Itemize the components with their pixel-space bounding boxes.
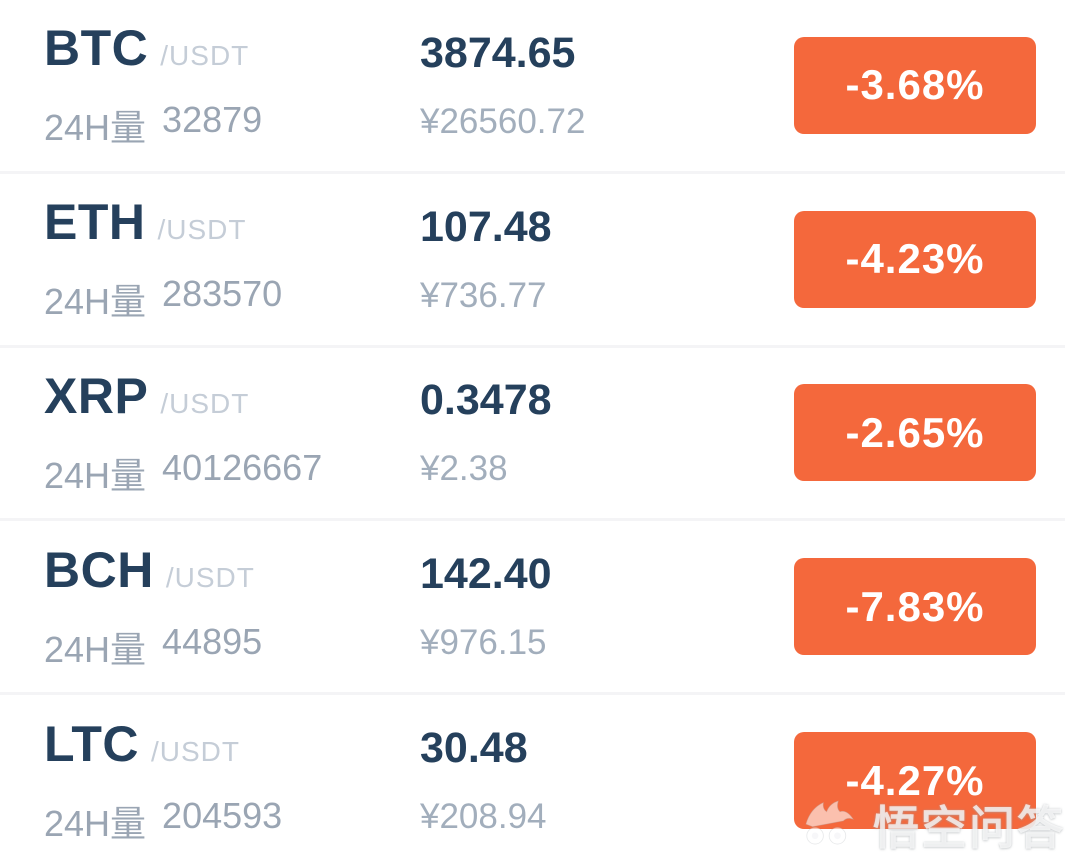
volume-value: 40126667 <box>162 446 323 488</box>
price-cny: ¥208.94 <box>420 797 547 837</box>
price-usdt: 3874.65 <box>420 28 576 77</box>
volume-label: 24H量 <box>44 281 147 323</box>
market-row[interactable]: XRP /USDT 24H量 40126667 0.3478 ¥2.38 -2.… <box>0 347 1065 522</box>
volume-label: 24H量 <box>44 802 147 844</box>
price-block: 3874.65 ¥26560.72 <box>420 29 794 142</box>
pair-block: LTC /USDT 24H量 204593 <box>44 715 420 847</box>
change-percent-badge[interactable]: -4.27% <box>794 732 1036 830</box>
coin-symbol: BCH <box>44 541 154 598</box>
market-row[interactable]: LTC /USDT 24H量 204593 30.48 ¥208.94 -4.2… <box>0 695 1065 866</box>
pair-block: XRP /USDT 24H量 40126667 <box>44 367 420 499</box>
change-percent-badge[interactable]: -3.68% <box>794 36 1036 134</box>
volume-label: 24H量 <box>44 628 147 670</box>
coin-symbol: ETH <box>44 194 146 251</box>
price-cny: ¥736.77 <box>420 275 547 315</box>
price-cny: ¥2.38 <box>420 449 508 489</box>
quote-pair: /USDT <box>157 214 247 246</box>
volume-value: 283570 <box>162 273 283 315</box>
volume-value: 32879 <box>162 99 263 141</box>
volume-value: 44895 <box>162 620 263 662</box>
volume-label: 24H量 <box>44 107 147 149</box>
price-block: 30.48 ¥208.94 <box>420 724 794 837</box>
market-row[interactable]: BTC /USDT 24H量 32879 3874.65 ¥26560.72 -… <box>0 0 1065 174</box>
quote-pair: /USDT <box>160 40 250 72</box>
price-block: 142.40 ¥976.15 <box>420 550 794 663</box>
coin-symbol: LTC <box>44 715 139 772</box>
pair-block: BCH /USDT 24H量 44895 <box>44 541 420 673</box>
volume-value: 204593 <box>162 794 283 836</box>
coin-symbol: XRP <box>44 367 149 424</box>
price-usdt: 142.40 <box>420 550 552 599</box>
market-row[interactable]: ETH /USDT 24H量 283570 107.48 ¥736.77 -4.… <box>0 173 1065 348</box>
change-percent-badge[interactable]: -7.83% <box>794 558 1036 656</box>
price-cny: ¥26560.72 <box>420 101 586 141</box>
price-usdt: 107.48 <box>420 202 552 251</box>
price-cny: ¥976.15 <box>420 623 547 663</box>
coin-symbol: BTC <box>44 20 149 77</box>
market-row[interactable]: BCH /USDT 24H量 44895 142.40 ¥976.15 -7.8… <box>0 521 1065 696</box>
price-block: 0.3478 ¥2.38 <box>420 376 794 489</box>
quote-pair: /USDT <box>160 387 250 419</box>
price-block: 107.48 ¥736.77 <box>420 203 794 316</box>
pair-block: BTC /USDT 24H量 32879 <box>44 19 420 151</box>
price-usdt: 30.48 <box>420 724 528 773</box>
quote-pair: /USDT <box>150 735 240 767</box>
price-usdt: 0.3478 <box>420 376 552 425</box>
volume-label: 24H量 <box>44 454 147 496</box>
change-percent-badge[interactable]: -4.23% <box>794 210 1036 308</box>
quote-pair: /USDT <box>165 561 255 593</box>
change-percent-badge[interactable]: -2.65% <box>794 384 1036 482</box>
pair-block: ETH /USDT 24H量 283570 <box>44 193 420 325</box>
